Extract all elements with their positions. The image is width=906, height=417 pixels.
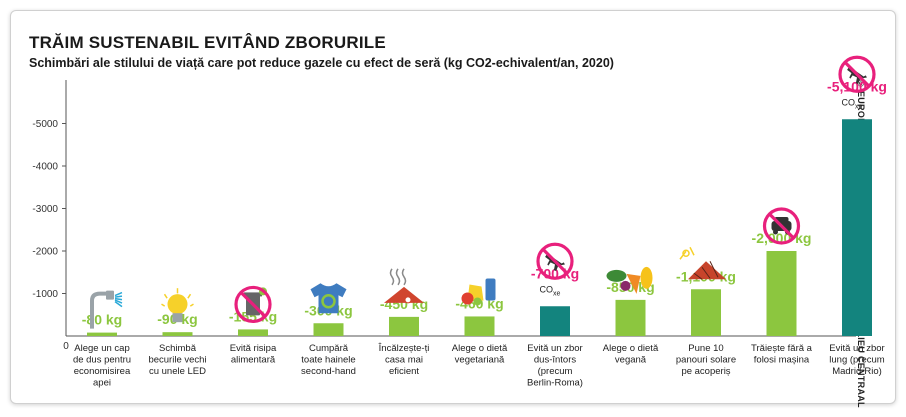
no-car-icon: [762, 207, 801, 245]
category-label: Schimbă: [159, 343, 197, 354]
vegetables-icon: [606, 266, 653, 294]
unit-label: COxe: [842, 97, 863, 110]
category-label: de dus pentru: [73, 355, 131, 366]
bar: [238, 329, 268, 336]
category-label: Alege o dietă: [603, 343, 659, 354]
bar: [162, 332, 193, 336]
bar-group: -700 kg COxe Evită un zbordus-întors(precu…: [527, 242, 583, 389]
category-label: cu unele LED: [149, 366, 206, 377]
no-flight-icon: [838, 55, 876, 93]
category-label: alimentară: [231, 355, 276, 366]
value-label: -155 kg: [229, 308, 277, 324]
category-label: toate hainele: [301, 355, 355, 366]
showerhead-icon: [90, 290, 123, 329]
category-label: vegană: [615, 355, 647, 366]
vegetarian-food-icon: [461, 278, 496, 306]
category-label: (precum: [538, 366, 573, 377]
solar-roof-icon: [679, 246, 726, 280]
category-label: second-hand: [301, 366, 356, 377]
category-label: folosi mașina: [754, 355, 810, 366]
category-label: eficient: [389, 366, 419, 377]
category-label: economisirea: [74, 366, 131, 377]
category-label: Încălzește-ți: [378, 343, 430, 354]
chart-card: [10, 10, 896, 404]
bar: [464, 316, 495, 336]
category-label: lung (precum: [829, 355, 885, 366]
category-label: Alege o dietă: [452, 343, 508, 354]
lightbulb-icon: [161, 288, 194, 323]
no-flight-icon: [536, 242, 574, 280]
bar: [766, 251, 797, 336]
category-label: panouri solare: [676, 355, 736, 366]
bar: [313, 323, 344, 336]
value-label: -80 kg: [82, 312, 122, 328]
house-heating-icon: [384, 268, 424, 304]
bar: [540, 306, 570, 336]
category-label: becurile vechi: [148, 355, 206, 366]
category-label: Alege un cap: [74, 343, 129, 354]
bar: [691, 289, 721, 336]
y-tick-label: -4000: [32, 162, 58, 173]
t-shirt-recycle-icon: [310, 283, 347, 314]
category-label: pe acoperiș: [681, 366, 730, 377]
category-label: apei: [93, 378, 111, 389]
category-label: Evită un zbor: [527, 343, 582, 354]
y-tick-label: -2000: [32, 247, 58, 258]
bar: [842, 119, 872, 336]
category-label: Cumpără: [309, 343, 349, 354]
category-label: Trăiește fără a: [751, 343, 813, 354]
y-tick-label: -5000: [32, 119, 58, 130]
category-label: Pune 10: [688, 343, 723, 354]
chart-title: TRĂIM SUSTENABIL EVITÂND ZBORURILE: [29, 33, 386, 52]
category-label: Berlin-Roma): [527, 378, 583, 389]
y-tick-label: 0: [63, 341, 69, 352]
no-food-waste-icon: [234, 285, 272, 324]
value-label: -700 kg: [531, 265, 579, 281]
category-label: Evită risipa: [230, 343, 277, 354]
category-label: vegetariană: [455, 355, 505, 366]
bar: [615, 299, 646, 336]
category-label: Evită un zbor: [829, 343, 884, 354]
category-label: Madrid-Rio): [832, 366, 882, 377]
y-tick-label: -1000: [32, 289, 58, 300]
chart-subtitle: Schimbări ale stilului de viață care pot…: [29, 56, 614, 70]
category-label: casa mai: [385, 355, 423, 366]
unit-label: COxe: [540, 284, 561, 297]
y-tick-label: -3000: [32, 204, 58, 215]
bar: [87, 332, 117, 336]
bar: [389, 316, 419, 336]
category-label: dus-întors: [534, 355, 576, 366]
